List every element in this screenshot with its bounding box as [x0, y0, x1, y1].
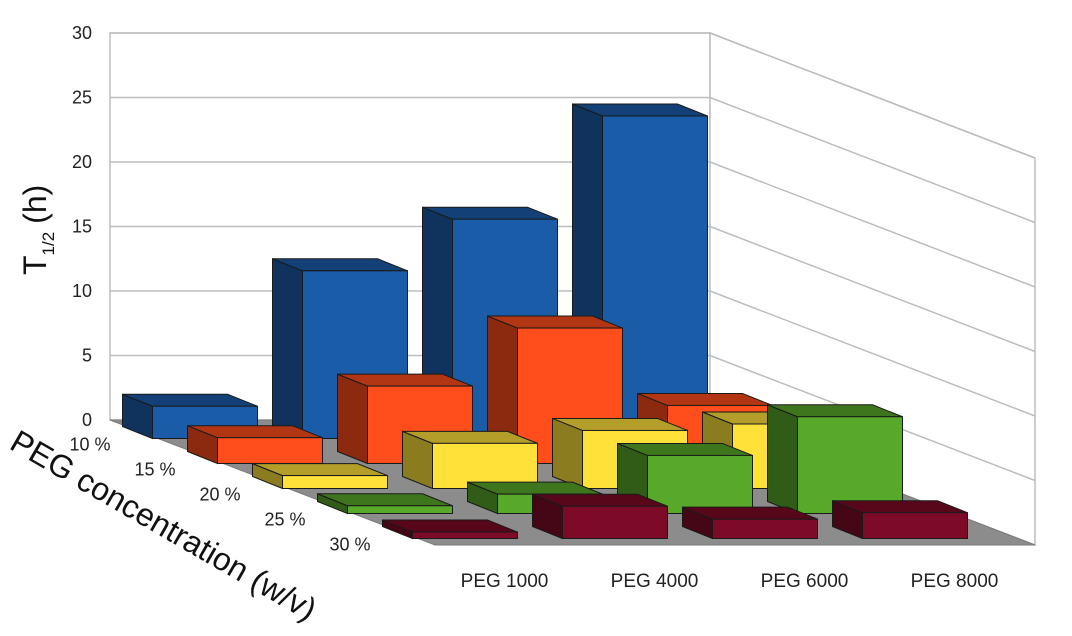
bar — [317, 493, 453, 515]
gridline-side — [709, 225, 1036, 353]
gridline-side — [709, 290, 1036, 417]
y-tick-label: 15 — [72, 217, 92, 237]
bar — [187, 424, 323, 465]
depth-label: 15 % — [134, 460, 175, 480]
bar-front — [347, 505, 453, 515]
bar-front — [562, 505, 668, 539]
bars — [122, 103, 968, 540]
y-axis-title-main: T — [17, 255, 53, 275]
y-tick-label: 5 — [82, 346, 92, 366]
bar — [252, 462, 388, 490]
bar-front — [712, 518, 818, 540]
category-label: PEG 1000 — [461, 571, 549, 592]
category-label: PEG 4000 — [611, 571, 699, 592]
bar — [832, 499, 968, 540]
gridline-side — [709, 96, 1036, 224]
bar — [402, 430, 538, 490]
gridline-side — [709, 161, 1036, 288]
bar-side — [337, 373, 368, 465]
bar-front — [647, 454, 753, 515]
bar-front — [282, 475, 388, 490]
category-label: PEG 6000 — [761, 571, 849, 592]
depth-labels: 10 % 15 % 20 % 25 % 30 % — [69, 435, 370, 555]
bar-front — [217, 437, 323, 465]
y-axis-title-unit: (h) — [17, 185, 53, 224]
bar-front — [797, 416, 903, 514]
bar-front — [862, 512, 968, 540]
y-tick-label: 20 — [72, 152, 92, 172]
bar-front — [412, 531, 518, 539]
bar-front — [432, 442, 538, 490]
y-tick-label: 30 — [72, 23, 92, 43]
y-axis-title-sub: 1/2 — [39, 232, 58, 256]
depth-label: 20 % — [199, 485, 240, 505]
bar-side — [767, 404, 798, 515]
bar-side — [272, 258, 303, 440]
depth-label: 25 % — [264, 510, 305, 530]
y-axis-ticks: 0 5 10 15 20 25 30 — [72, 23, 92, 430]
depth-label: 30 % — [329, 535, 370, 555]
bar — [682, 506, 818, 540]
bar — [767, 404, 903, 515]
y-tick-label: 10 — [72, 281, 92, 301]
gridline-side — [709, 32, 1036, 159]
bar — [382, 519, 518, 540]
y-axis-title: T1/2 (h) — [17, 185, 58, 275]
category-label: PEG 8000 — [911, 571, 999, 592]
bar — [532, 493, 668, 540]
depth-label: 10 % — [69, 435, 110, 455]
y-tick-label: 25 — [72, 88, 92, 108]
category-labels: PEG 1000 PEG 4000 PEG 6000 PEG 8000 — [461, 571, 999, 592]
y-tick-label: 0 — [82, 410, 92, 430]
